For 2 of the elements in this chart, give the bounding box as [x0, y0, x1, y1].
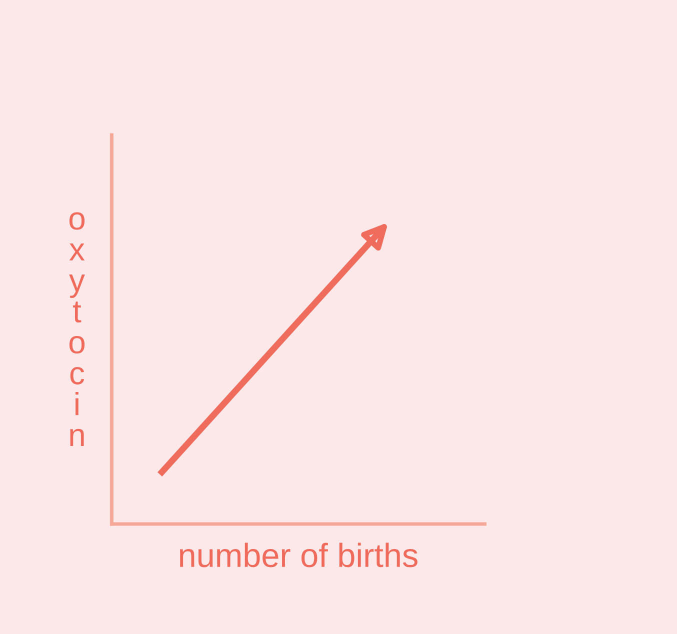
x-axis-title: number of births	[180, 542, 418, 568]
y-axis-title: oxytocin	[69, 212, 85, 446]
